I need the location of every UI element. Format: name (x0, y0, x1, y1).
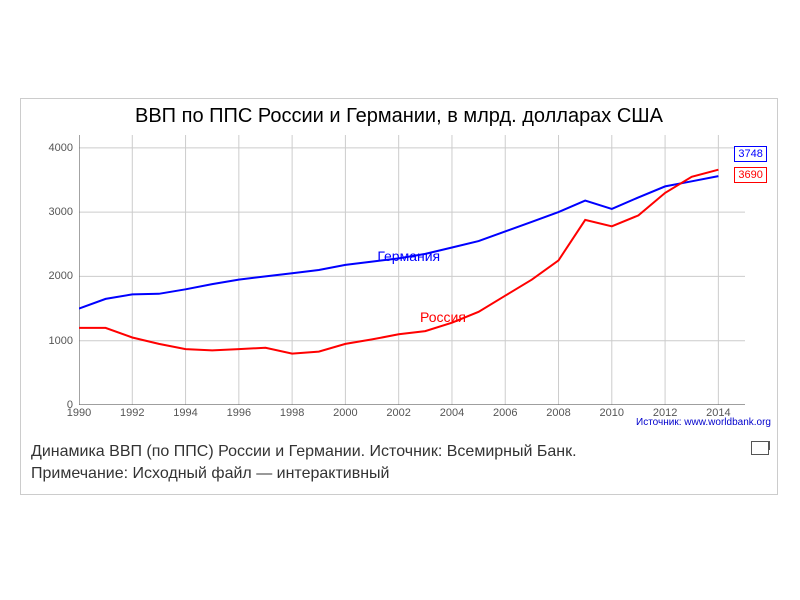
chart-title: ВВП по ППС России и Германии, в млрд. до… (21, 105, 777, 128)
x-tick-label: 1990 (67, 407, 91, 419)
caption-line-1: Динамика ВВП (по ППС) России и Германии.… (31, 441, 767, 463)
end-value-Германия: 3748 (734, 146, 766, 162)
x-tick-label: 2010 (600, 407, 624, 419)
x-tick-label: 2006 (493, 407, 517, 419)
figure-caption: Динамика ВВП (по ППС) России и Германии.… (21, 433, 777, 494)
end-value-Россия: 3690 (734, 167, 766, 183)
x-tick-label: 2002 (386, 407, 410, 419)
y-tick-label: 1000 (25, 335, 73, 347)
figure-container: ВВП по ППС России и Германии, в млрд. до… (20, 98, 778, 495)
x-tick-label: 2000 (333, 407, 357, 419)
x-tick-label: 1996 (227, 407, 251, 419)
chart-svg (79, 135, 745, 405)
y-tick-label: 3000 (25, 206, 73, 218)
series-label-Германия: Германия (377, 248, 440, 264)
source-credit: Источник: www.worldbank.org (636, 417, 771, 428)
expand-icon[interactable] (751, 441, 769, 455)
x-tick-label: 2008 (546, 407, 570, 419)
x-tick-label: 2004 (440, 407, 464, 419)
y-tick-label: 4000 (25, 142, 73, 154)
caption-line-2: Примечание: Исходный файл — интерактивны… (31, 463, 767, 485)
plot-area (79, 135, 745, 405)
x-tick-label: 1994 (173, 407, 197, 419)
x-tick-label: 1998 (280, 407, 304, 419)
series-label-Россия: Россия (420, 309, 466, 325)
chart-area: ВВП по ППС России и Германии, в млрд. до… (21, 99, 777, 433)
source-prefix: Источник: (636, 417, 684, 428)
source-link[interactable]: www.worldbank.org (684, 417, 771, 428)
x-tick-label: 1992 (120, 407, 144, 419)
y-tick-label: 2000 (25, 270, 73, 282)
